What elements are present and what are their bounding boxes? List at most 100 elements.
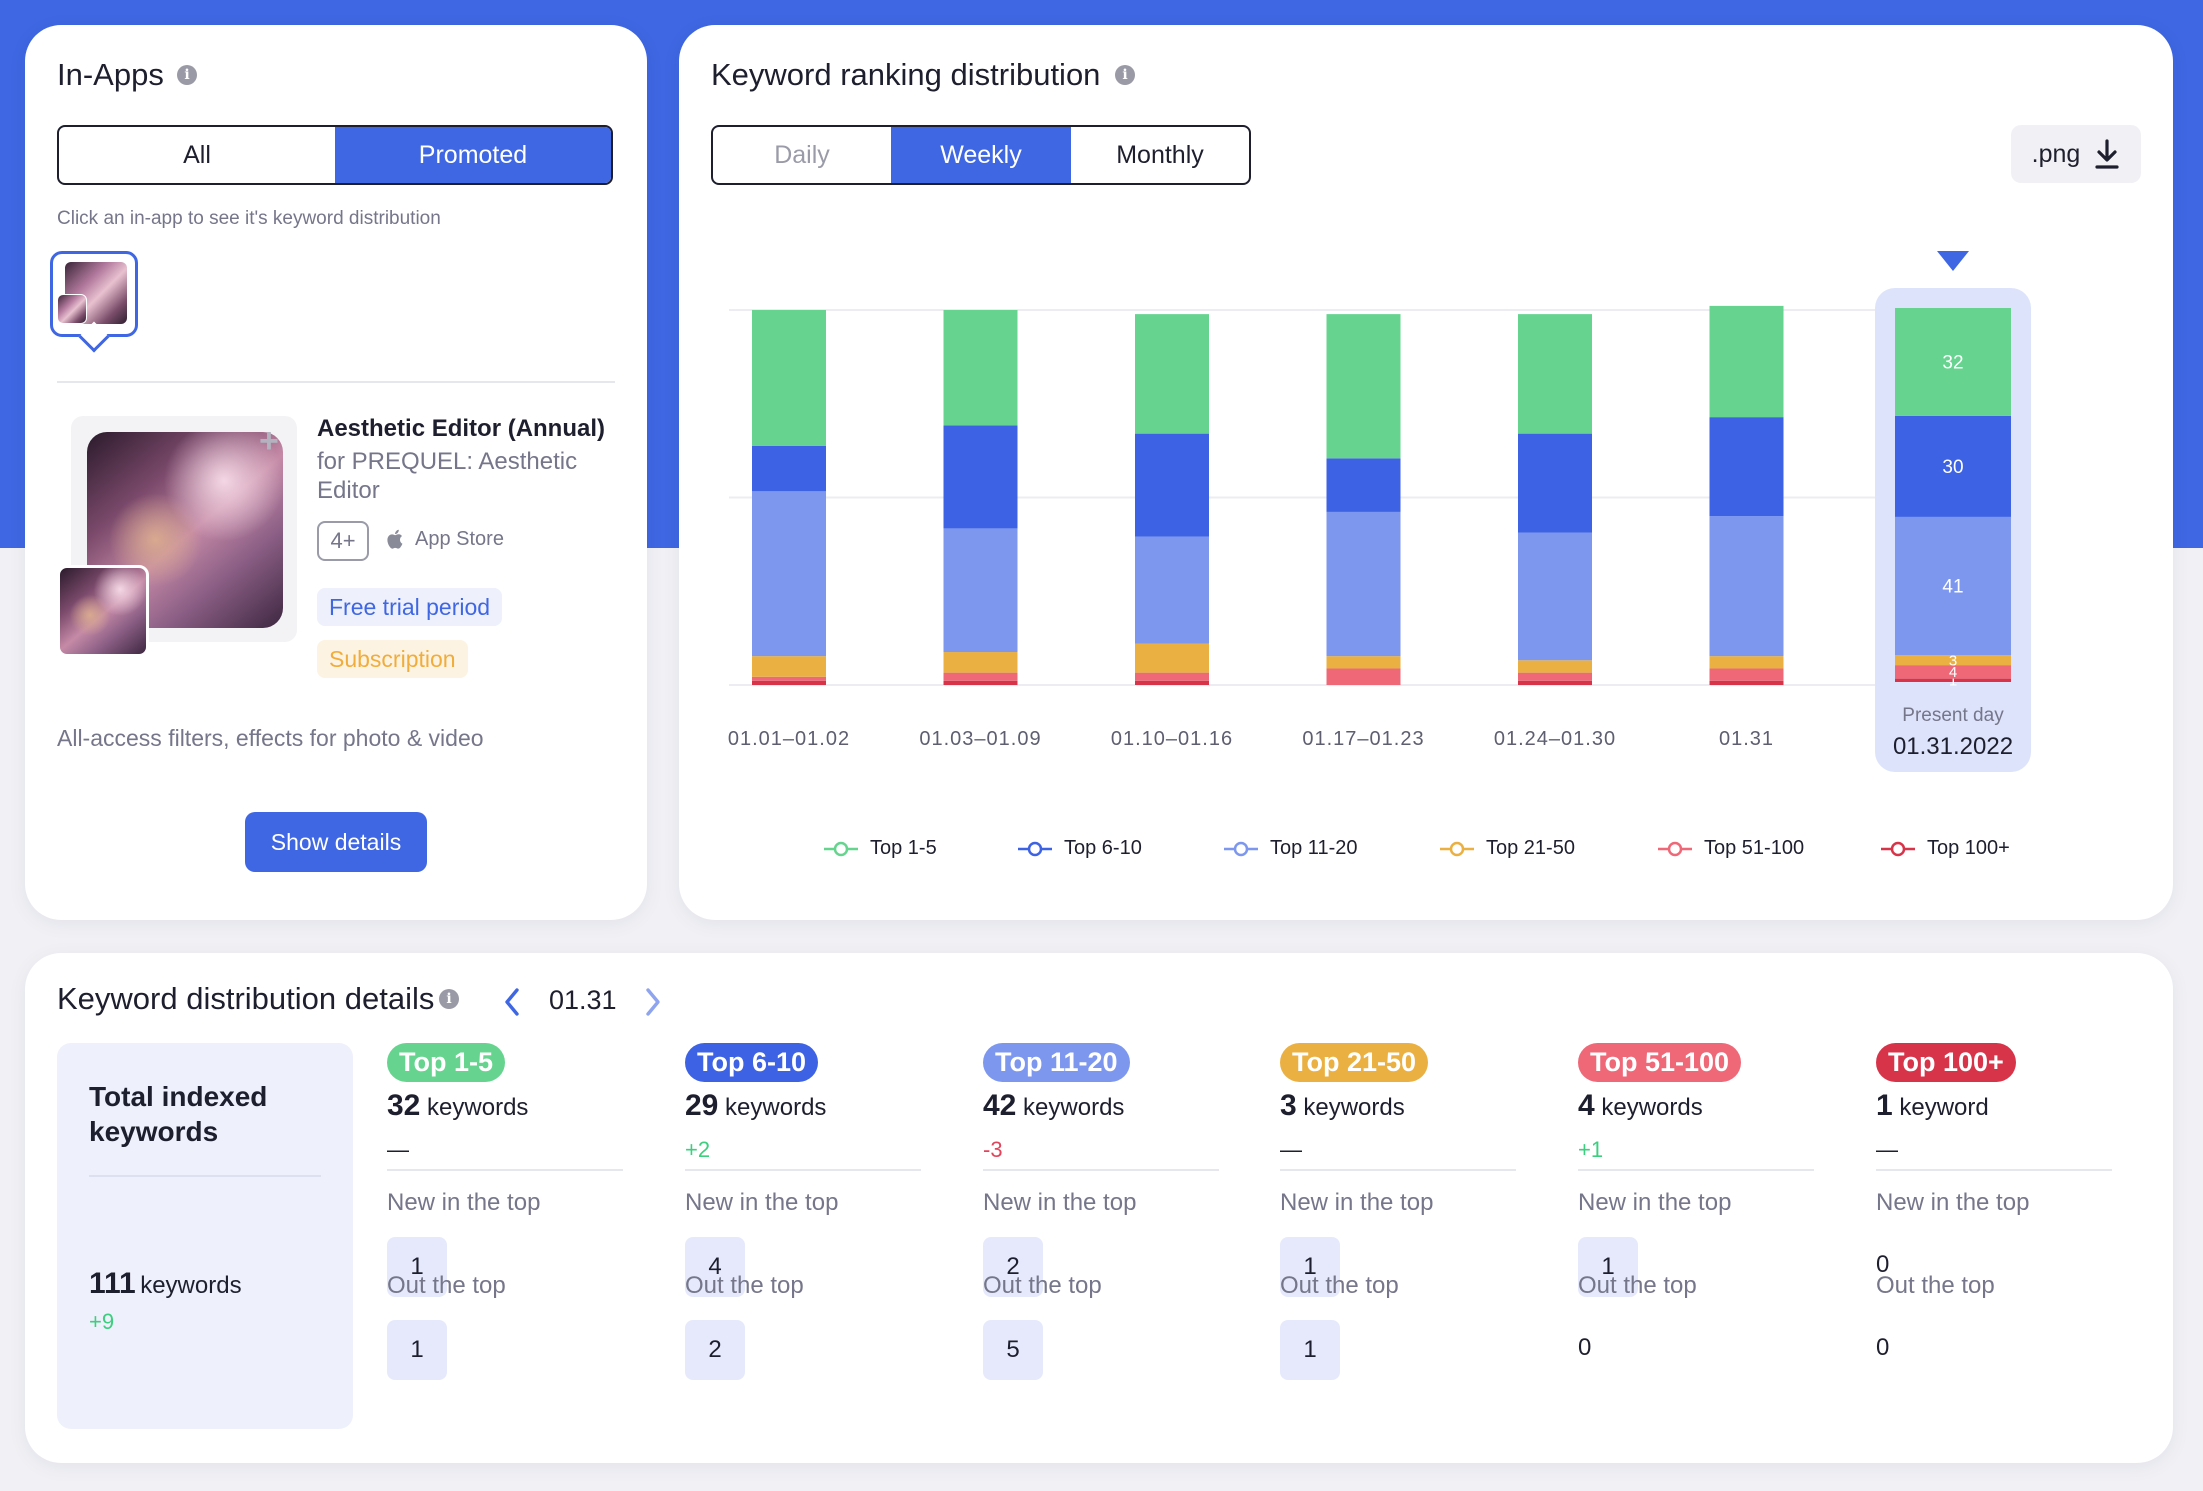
subscription-tag: Subscription — [317, 640, 468, 678]
previous-date-icon[interactable] — [500, 985, 524, 1019]
age-rating-badge: 4+ — [317, 521, 369, 561]
legend-label: Top 11-20 — [1270, 837, 1358, 859]
bar-segment — [1709, 516, 1784, 657]
out-the-top-value[interactable]: 5 — [983, 1320, 1043, 1380]
export-png-button[interactable]: .png — [2011, 125, 2141, 183]
bar-segment — [943, 680, 1018, 685]
new-in-top-label: New in the top — [685, 1189, 839, 1216]
rank-range-badge: Top 11-20 — [983, 1043, 1130, 1082]
new-in-top-label: New in the top — [1578, 1189, 1732, 1216]
divider — [387, 1169, 623, 1171]
info-icon[interactable]: i — [1115, 65, 1135, 85]
bar-segment — [1326, 458, 1401, 512]
count-unit: keywords — [1594, 1094, 1703, 1121]
new-in-top-value[interactable]: 1 — [387, 1237, 447, 1297]
total-indexed-panel: Total indexed keywords 111 keywords +9 — [57, 1043, 353, 1429]
bar-segment — [1326, 511, 1401, 657]
new-in-top-value[interactable]: 2 — [983, 1237, 1043, 1297]
count-delta: -3 — [983, 1137, 1003, 1162]
bar-segment — [1709, 656, 1784, 669]
keyword-count: 4 keywords — [1578, 1089, 1703, 1123]
out-the-top-value[interactable]: 1 — [387, 1320, 447, 1380]
legend-item[interactable]: Top 6-10 — [1018, 837, 1142, 860]
filter-all-button[interactable]: All — [183, 140, 211, 169]
count-value: 42 — [983, 1089, 1017, 1122]
keyword-count: 32 keywords — [387, 1089, 528, 1123]
legend-marker-icon — [1224, 841, 1258, 856]
new-in-top-value[interactable]: 4 — [685, 1237, 745, 1297]
period-weekly-button[interactable]: Weekly — [891, 127, 1071, 183]
total-unit: keywords — [140, 1272, 242, 1299]
count-value: 4 — [1578, 1089, 1595, 1122]
bar-segment — [1518, 532, 1592, 661]
app-icon — [57, 565, 149, 657]
period-monthly-button[interactable]: Monthly — [1116, 140, 1204, 169]
in-app-description: All-access filters, effects for photo & … — [57, 725, 484, 751]
distribution-column: Top 100+ 1 keyword — New in the top 0 Out the… — [1876, 1043, 2112, 1443]
bar-segment — [1326, 314, 1401, 459]
in-apps-filter: All Promoted — [57, 125, 613, 185]
legend-item[interactable]: Top 21-50 — [1440, 837, 1575, 860]
free-trial-tag: Free trial period — [317, 588, 503, 626]
selected-in-app-thumbnail[interactable] — [50, 251, 138, 353]
out-the-top-value[interactable]: 2 — [685, 1320, 745, 1380]
bar-segment — [1135, 672, 1209, 681]
divider — [89, 1175, 321, 1177]
count-delta: — — [1876, 1137, 1898, 1162]
present-day-segment — [1895, 678, 2011, 682]
count-unit: keywords — [1296, 1094, 1405, 1121]
bar-segment — [1518, 680, 1592, 685]
bar-segment — [1135, 643, 1209, 673]
total-count: 111 — [89, 1267, 136, 1300]
next-date-icon[interactable] — [641, 985, 665, 1019]
bar-segment — [1709, 680, 1784, 685]
legend-item[interactable]: Top 11-20 — [1224, 837, 1357, 860]
count-unit: keywords — [1016, 1094, 1125, 1121]
present-day-value-label: 3 — [1949, 652, 1957, 669]
bar-segment — [752, 676, 826, 681]
present-day-value-label: 41 — [1942, 577, 1963, 598]
legend-item[interactable]: Top 1-5 — [824, 837, 937, 860]
bar-segment — [1518, 314, 1592, 434]
selection-pointer — [78, 321, 110, 353]
distribution-column: Top 51-100 4 keywords +1 New in the top 1 Out… — [1578, 1043, 1814, 1443]
rank-range-badge: Top 21-50 — [1280, 1043, 1429, 1082]
bar-segment — [752, 310, 826, 446]
new-in-top-value[interactable]: 1 — [1280, 1237, 1340, 1297]
present-day-segment — [1895, 516, 2011, 656]
divider — [1876, 1169, 2112, 1171]
out-the-top-label: Out the top — [1578, 1272, 1697, 1299]
period-selector: Daily Weekly Monthly — [711, 125, 1251, 185]
bar-segment — [752, 445, 826, 492]
export-format-label: .png — [2031, 139, 2081, 168]
keyword-details-card: Keyword distribution details i 01.31 Tot… — [25, 953, 2173, 1463]
x-axis-label: 01.10–01.16 — [1111, 728, 1233, 750]
legend-item[interactable]: Top 100+ — [1881, 837, 2010, 860]
bar-segment — [943, 672, 1018, 681]
keyword-ranking-card: Keyword ranking distribution i Daily Wee… — [679, 25, 2173, 920]
keyword-count: 42 keywords — [983, 1089, 1124, 1123]
count-unit: keyword — [1892, 1094, 1989, 1121]
out-the-top-value[interactable]: 1 — [1280, 1320, 1340, 1380]
in-apps-card: In-Apps i All Promoted Click an in-app t… — [25, 25, 647, 920]
info-icon[interactable]: i — [177, 65, 197, 85]
rank-range-badge: Top 51-100 — [1578, 1043, 1742, 1082]
new-in-top-value[interactable]: 1 — [1578, 1237, 1638, 1297]
period-daily-button[interactable]: Daily — [774, 140, 830, 169]
bar-segment — [1135, 536, 1209, 644]
legend-label: Top 21-50 — [1486, 837, 1575, 859]
apple-icon — [387, 529, 403, 549]
bar-segment — [1518, 672, 1592, 681]
present-day-segment — [1895, 308, 2011, 416]
new-in-top-value: 0 — [1876, 1251, 1890, 1278]
divider — [983, 1169, 1219, 1171]
rank-range-badge: Top 6-10 — [685, 1043, 819, 1082]
out-the-top-value: 0 — [1578, 1334, 1592, 1361]
filter-promoted-button[interactable]: Promoted — [335, 127, 611, 183]
show-details-button[interactable]: Show details — [245, 812, 427, 872]
legend-label: Top 51-100 — [1704, 837, 1805, 859]
info-icon[interactable]: i — [439, 989, 459, 1009]
legend-item[interactable]: Top 51-100 — [1658, 837, 1804, 860]
count-delta: +2 — [685, 1137, 711, 1162]
out-the-top-label: Out the top — [387, 1272, 506, 1299]
